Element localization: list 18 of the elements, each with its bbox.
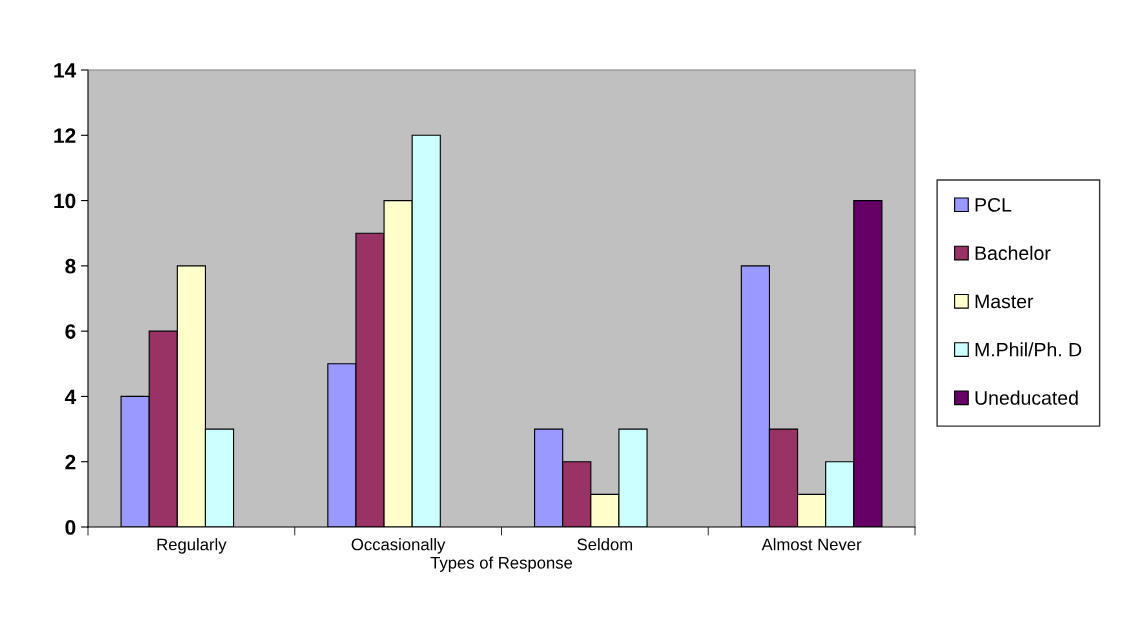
y-tick-label: 0: [65, 520, 76, 535]
y-tick-label: 12: [54, 128, 76, 143]
y-tick-label: 8: [65, 258, 76, 274]
y-tick-label: 6: [65, 324, 76, 339]
y-tick-label: 2: [65, 454, 76, 470]
x-tick-label: Seldom: [577, 538, 633, 551]
x-tick-label: Regularly: [157, 538, 227, 554]
y-tick-label: 4: [64, 389, 77, 404]
y-tick-label: 14: [54, 63, 77, 78]
x-tick-label: Occasionally: [351, 538, 446, 554]
legend-label: Master: [975, 294, 1034, 309]
legend-label: PCL: [975, 197, 1012, 212]
legend-label: Bachelor: [975, 245, 1051, 261]
x-axis-title: Types of Response: [430, 556, 573, 572]
legend-label: M.Phil/Ph. D: [975, 342, 1082, 357]
legend-label: Uneducated: [975, 390, 1078, 405]
x-tick-label: Almost Never: [761, 538, 862, 551]
y-tick-label: 10: [54, 193, 76, 209]
